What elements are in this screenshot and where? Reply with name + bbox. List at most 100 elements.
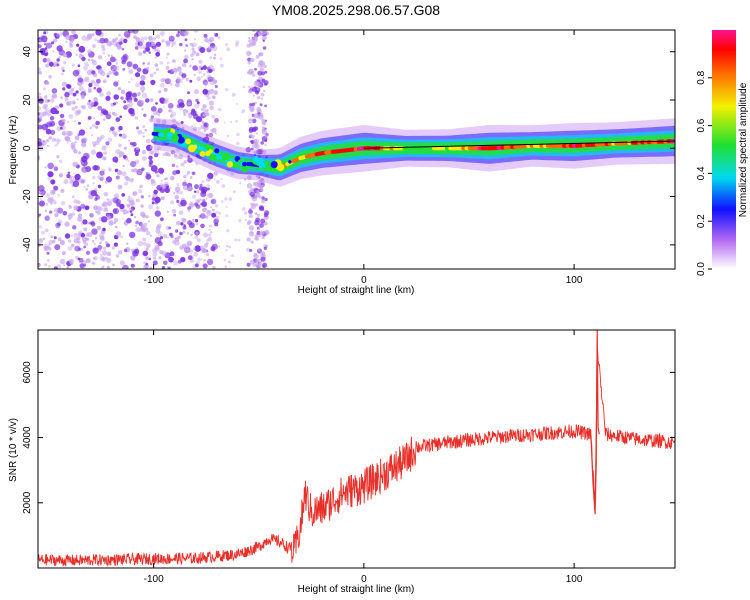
noise-blob: [41, 123, 49, 131]
noise-blob: [214, 118, 219, 123]
noise-blob: [50, 235, 54, 239]
noise-blob: [187, 185, 193, 191]
ridge-blob: [214, 148, 220, 154]
noise-blob: [93, 257, 96, 260]
noise-blob: [64, 221, 70, 227]
noise-blob: [261, 235, 265, 240]
noise-blob: [175, 121, 178, 124]
noise-blob: [113, 94, 119, 100]
noise-blob: [203, 122, 209, 128]
noise-blob: [103, 191, 109, 197]
noise-blob: [79, 263, 85, 269]
noise-blob: [157, 223, 162, 228]
noise-blob: [178, 79, 183, 84]
noise-blob: [260, 61, 266, 66]
noise-blob: [154, 210, 161, 217]
noise-blob: [100, 266, 104, 269]
noise-blob: [47, 176, 51, 180]
noise-blob: [187, 209, 191, 213]
noise-blob: [132, 191, 137, 196]
ridge-blob: [242, 161, 247, 167]
noise-blob: [74, 173, 81, 180]
noise-blob: [125, 176, 131, 182]
noise-blob: [258, 52, 263, 57]
noise-blob: [148, 220, 151, 223]
noise-blob: [155, 228, 161, 234]
noise-blob: [72, 92, 77, 97]
noise-blob: [106, 61, 112, 67]
noise-blob: [208, 64, 214, 70]
noise-blob: [153, 71, 157, 75]
noise-blob: [45, 202, 49, 206]
noise-blob: [81, 156, 88, 163]
noise-blob: [53, 38, 58, 43]
noise-blob: [123, 100, 127, 104]
noise-blob: [208, 193, 214, 198]
noise-blob: [80, 105, 84, 108]
noise-blob: [145, 47, 151, 52]
noise-blob: [264, 134, 268, 138]
noise-blob: [172, 152, 175, 155]
noise-blob: [168, 79, 171, 82]
noise-blob: [249, 105, 255, 112]
noise-blob: [182, 230, 186, 234]
noise-blob: [193, 73, 196, 77]
noise-blob: [196, 52, 200, 57]
noise-blob: [44, 215, 50, 221]
noise-blob: [38, 124, 43, 130]
noise-blob: [202, 113, 206, 117]
noise-blob: [195, 263, 199, 268]
noise-blob: [163, 100, 167, 104]
noise-blob: [177, 66, 181, 69]
noise-blob: [218, 107, 222, 112]
noise-blob: [50, 179, 56, 185]
noise-blob: [211, 127, 217, 133]
noise-blob: [202, 104, 207, 109]
noise-blob: [218, 211, 222, 215]
noise-blob: [163, 87, 168, 92]
noise-blob: [60, 72, 64, 76]
noise-blob: [160, 83, 165, 88]
noise-blob: [45, 81, 50, 85]
colorbar: 0.0 0.2 0.4 0.6 0.8 Normalized spectral ampl…: [696, 30, 749, 276]
noise-blob: [220, 178, 223, 181]
spectrogram-ytick-label: 0: [22, 145, 33, 151]
noise-blob: [158, 167, 165, 174]
noise-blob: [182, 108, 188, 114]
ridge-blob: [252, 156, 260, 163]
noise-blob: [83, 137, 88, 142]
ridge-blob: [270, 161, 278, 169]
noise-blob: [259, 67, 264, 72]
noise-blob: [57, 194, 60, 197]
noise-blob: [253, 252, 258, 257]
noise-blob: [128, 197, 134, 203]
noise-blob: [150, 115, 154, 119]
noise-blob: [214, 222, 219, 227]
noise-blob: [168, 109, 172, 113]
noise-blob: [63, 179, 69, 185]
ridge-blob: [226, 161, 234, 168]
noise-blob: [43, 103, 48, 109]
noise-blob: [100, 70, 106, 77]
noise-blob: [187, 220, 193, 226]
noise-blob: [218, 245, 221, 248]
noise-blob: [206, 187, 210, 191]
noise-blob: [170, 200, 175, 205]
noise-blob: [67, 121, 69, 124]
noise-blob: [194, 184, 199, 190]
noise-blob: [82, 168, 87, 173]
noise-blob: [42, 237, 46, 240]
noise-blob: [249, 191, 255, 197]
noise-blob: [264, 229, 270, 235]
noise-blob: [164, 187, 170, 194]
noise-blob: [151, 201, 155, 205]
snr-panel: -100 0 100 2000 4000 6000 Height of straight …: [8, 329, 676, 595]
noise-blob: [96, 225, 102, 231]
noise-blob: [161, 250, 167, 256]
noise-blob: [142, 156, 147, 162]
noise-blob: [60, 96, 63, 99]
noise-blob: [206, 253, 210, 256]
noise-blob: [197, 257, 201, 261]
noise-blob: [64, 92, 70, 98]
ridge-centerline: [363, 140, 675, 149]
